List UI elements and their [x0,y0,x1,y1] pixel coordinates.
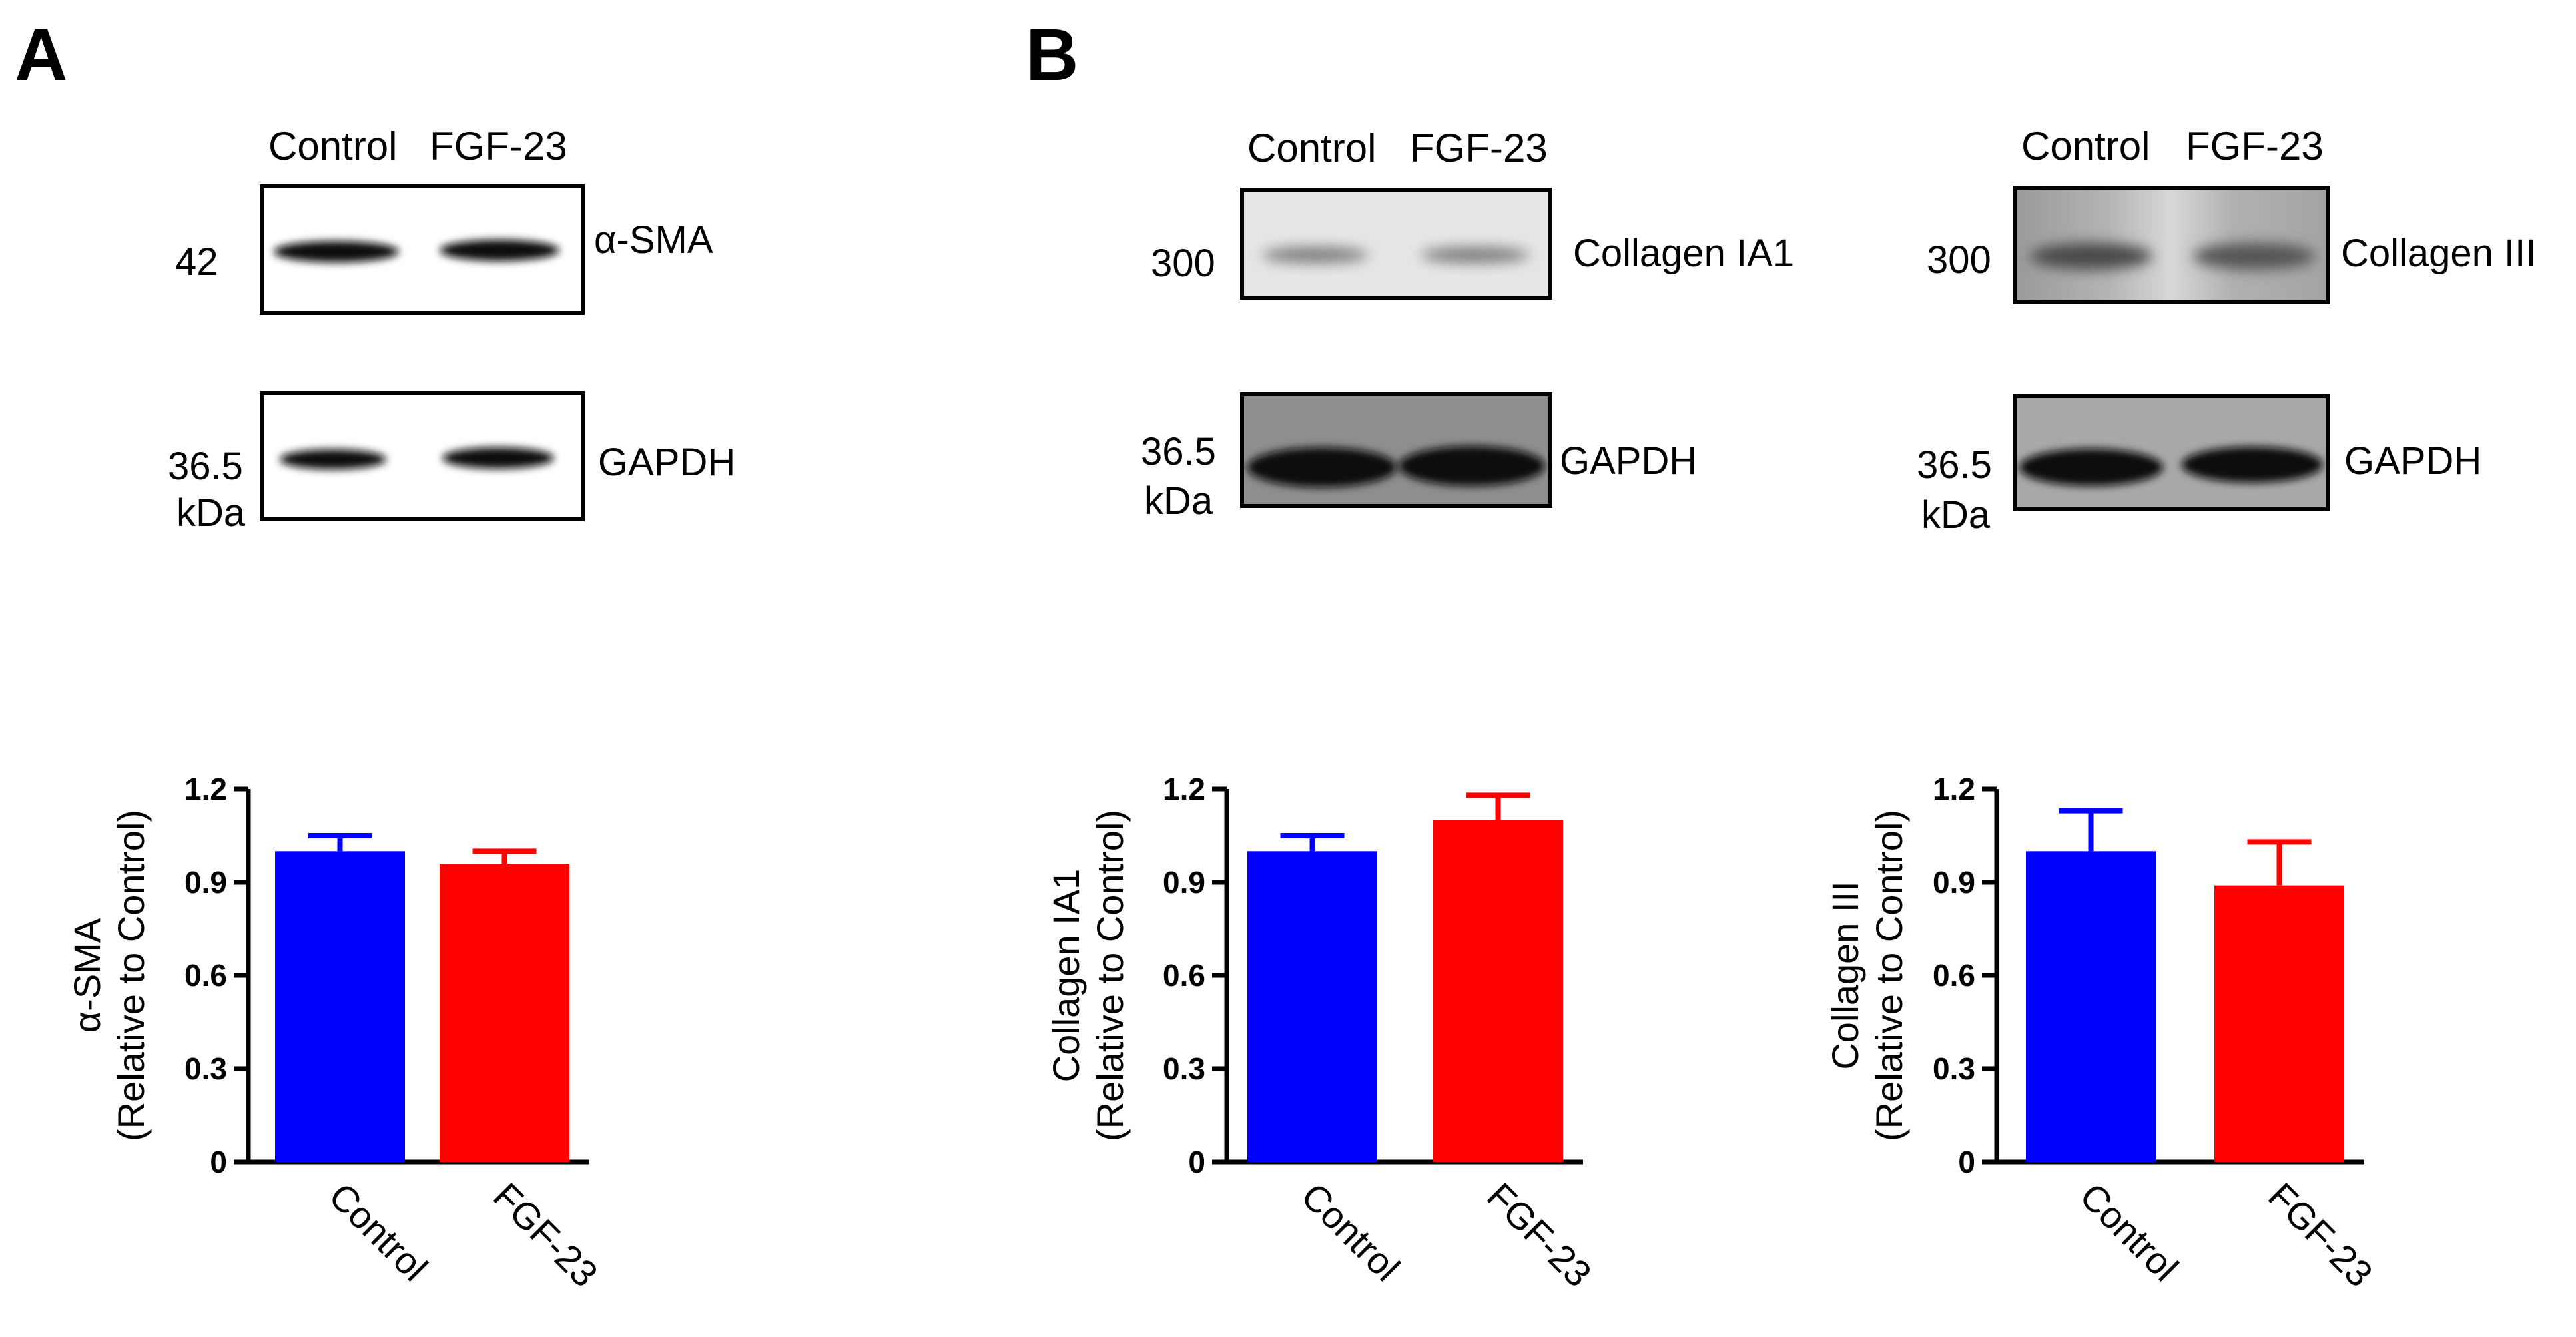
loading-band-fgf23 [2182,447,2323,483]
y-axis-label-line: Collagen III [1824,881,1866,1069]
y-axis-label-line: α-SMA [66,918,108,1033]
bar-chart-2: 0 0.3 0.6 0.9 1.2 Collagen IA1 (Relative to Co… [1045,772,1600,1295]
target-band-fgf23 [440,240,559,261]
y-tick-label: 0.3 [184,1051,227,1086]
x-tick-label: Control [1293,1175,1408,1289]
lane-label-fgf23: FGF-23 [2186,124,2324,168]
y-tick-label: 0 [1188,1145,1205,1179]
target-marker: 300 [1927,238,1991,282]
bar-fgf-23 [440,864,569,1162]
loading-name: GAPDH [1560,439,1697,483]
bar-control [275,851,405,1162]
bar-fgf-23 [2214,885,2344,1162]
y-tick-label: 0.9 [184,865,227,900]
bar-fgf-23 [1433,820,1563,1162]
loading-band-fgf23 [1399,446,1545,486]
y-axis-label-line: (Relative to Control) [1868,810,1910,1141]
y-tick-label: 0 [1958,1145,1975,1179]
panel-letter-a: A [15,14,67,96]
target-band-control [2030,243,2152,270]
target-band-fgf23 [1421,247,1530,263]
x-tick-label: Control [2072,1175,2186,1289]
lane-label-control: Control [2021,124,2150,168]
target-name: Collagen III [2341,232,2536,275]
loading-marker: 36.5 [1917,443,1992,487]
target-name: Collagen IA1 [1573,232,1794,275]
marker-unit: kDa [1921,493,1991,537]
x-tick-label: FGF-23 [485,1175,606,1295]
bar-charts: 00.30.60.91.2α-SMA (Relative to Control)C… [66,772,2381,1295]
y-axis-label-line: Collagen IA1 [1045,869,1087,1083]
y-tick-label: 0.6 [1933,958,1975,993]
y-tick-label: 0.9 [1163,865,1205,900]
y-axis-label-line: (Relative to Control) [1089,810,1131,1141]
loading-name: GAPDH [2344,439,2481,483]
y-tick-label: 1.2 [184,772,227,806]
loading-band-control [280,449,386,469]
bar-control [2026,851,2156,1162]
y-tick-label: 0 [210,1145,227,1179]
lane-label-fgf23: FGF-23 [1410,126,1548,170]
x-tick-label: Control [321,1175,436,1289]
target-marker: 300 [1151,242,1215,285]
x-tick-label: FGF-23 [1479,1175,1600,1295]
y-axis-label-line: (Relative to Control) [110,810,152,1141]
y-tick-label: 0.3 [1163,1051,1205,1086]
lane-label-control: Control [1247,126,1376,170]
loading-band-control [1247,447,1397,487]
y-tick-label: 0.3 [1933,1051,1975,1086]
target-blot-box [1240,188,1552,300]
target-band-fgf23 [2193,243,2316,270]
marker-unit: kDa [1144,479,1213,523]
target-name: α-SMA [594,218,713,262]
y-tick-label: 0.6 [1163,958,1205,993]
bar-chart-3: 0 0.3 0.6 0.9 1.2 Collagen III (Relative to Co… [1824,772,2381,1295]
marker-unit: kDa [176,491,246,535]
loading-marker: 36.5 [1141,430,1216,473]
blot-collagen-iii: Control FGF-23 300 Collagen III 36.5 kDa… [1917,124,2536,537]
blot-alpha-sma: Control FGF-23 42 α-SMA 36.5 kDa GAPDH [168,124,735,535]
y-tick-label: 0.6 [184,958,227,993]
lane-label-control: Control [268,124,397,168]
x-tick-label: FGF-23 [2260,1175,2381,1295]
target-band-control [1262,247,1369,263]
blot-collagen-ia1: Control FGF-23 300 Collagen IA1 36.5 kDa… [1141,126,1794,523]
y-tick-label: 0.9 [1933,865,1975,900]
panel-letter-b: B [1026,14,1078,96]
y-tick-label: 1.2 [1163,772,1205,806]
loading-marker: 36.5 [168,445,243,488]
target-band-control [274,241,399,262]
target-marker: 42 [175,240,218,284]
loading-band-control [2019,449,2163,486]
bar-control [1247,851,1377,1162]
loading-name: GAPDH [598,441,735,484]
loading-band-fgf23 [442,447,554,469]
bar-chart-1: 0 0.3 0.6 0.9 1.2 α-SMA (Relative to Control) C… [66,772,606,1295]
y-tick-label: 1.2 [1933,772,1975,806]
lane-label-fgf23: FGF-23 [430,124,567,168]
